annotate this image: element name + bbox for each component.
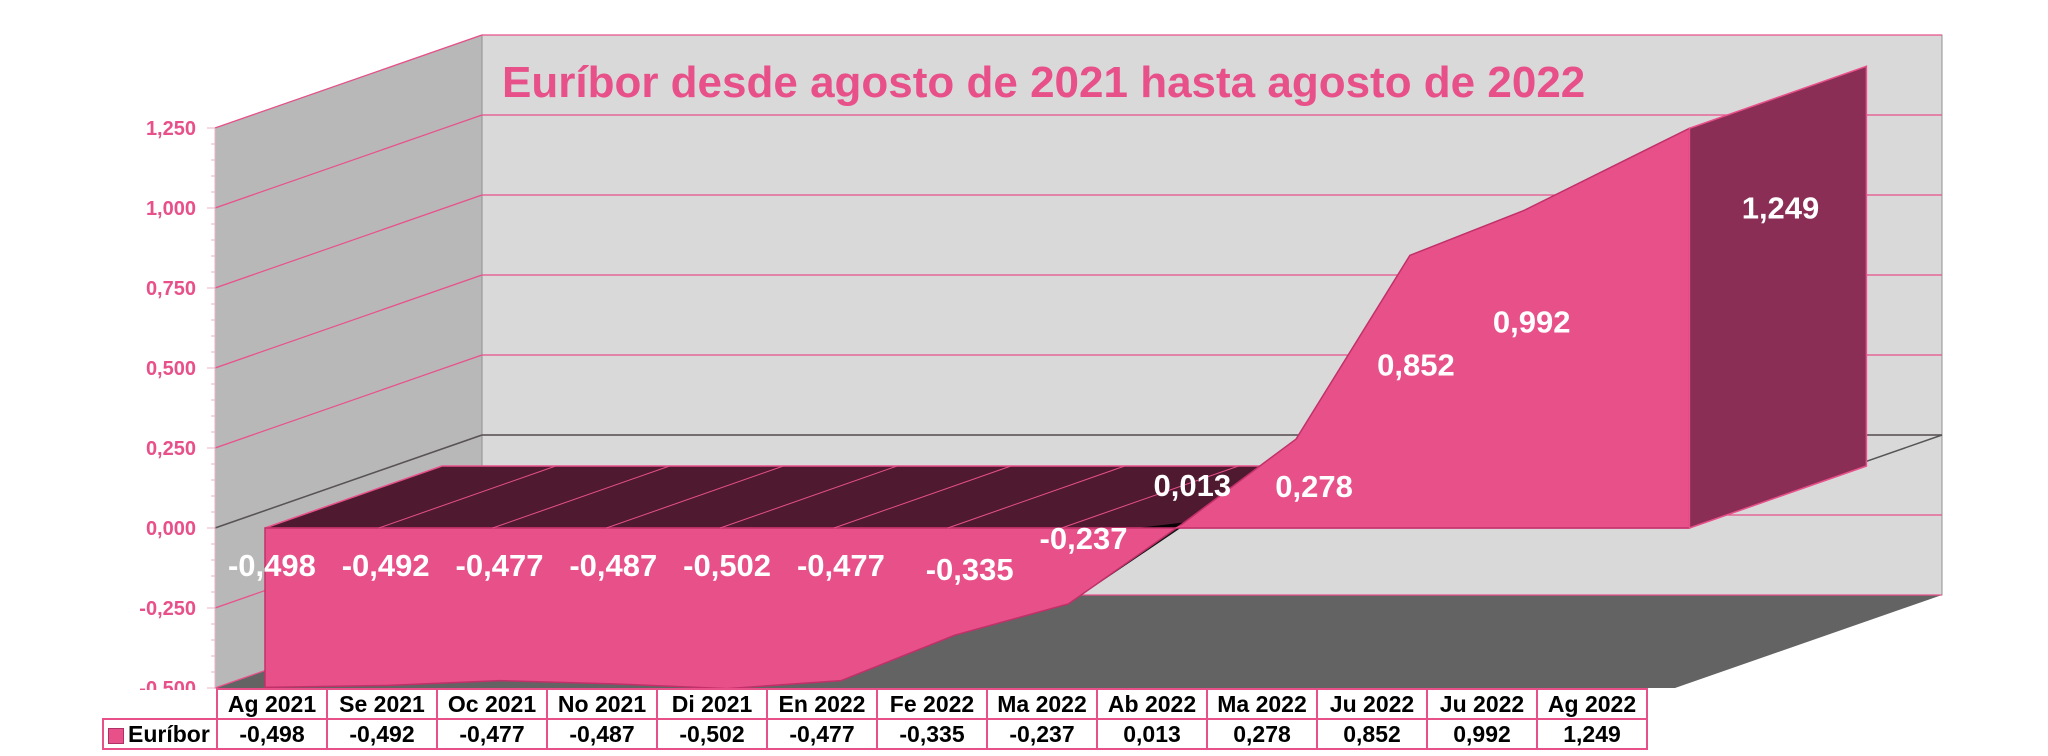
top-ridge-line xyxy=(720,465,898,529)
value-cell: -0,498 xyxy=(216,718,328,750)
y-tick-label: 1,000 xyxy=(146,198,196,220)
y-tick-label: 0,000 xyxy=(146,518,196,540)
y-tick-label: -0,500 xyxy=(139,678,196,690)
data-label: -0,335 xyxy=(926,552,1014,587)
top-ridge-line xyxy=(1061,465,1239,529)
category-cell: Se 2021 xyxy=(326,688,438,720)
data-table: Ag 2021 Se 2021 Oc 2021 No 2021 Di 2021 En 20… xyxy=(102,688,1648,750)
value-cell: -0,492 xyxy=(326,718,438,750)
value-cell: 0,992 xyxy=(1426,718,1538,750)
area-chart-3d: -0,500 -0,250 0,000 0,250 0,500 0,750 1,000 1,2… xyxy=(139,34,1943,690)
gridline-side xyxy=(214,194,483,289)
data-label: -0,492 xyxy=(342,548,430,583)
value-cell: 1,249 xyxy=(1536,718,1648,750)
data-label: -0,477 xyxy=(797,548,885,583)
category-cell: Ag 2021 xyxy=(216,688,328,720)
chart-title: Euríbor desde agosto de 2021 hasta agost… xyxy=(502,58,1585,107)
data-label: -0,498 xyxy=(228,548,316,583)
gridline-side xyxy=(214,274,483,369)
zero-line-side xyxy=(214,434,483,529)
category-cell: Ma 2022 xyxy=(1206,688,1318,720)
top-ridge-line xyxy=(947,465,1125,529)
gridline-side xyxy=(214,114,483,209)
category-cell: No 2021 xyxy=(546,688,658,720)
value-cell: 0,278 xyxy=(1206,718,1318,750)
gridline-side xyxy=(214,34,483,129)
category-cell: Ab 2022 xyxy=(1096,688,1208,720)
table-corner xyxy=(103,689,217,719)
legend-cell: Euríbor xyxy=(102,718,218,750)
category-cell: Ju 2022 xyxy=(1426,688,1538,720)
y-axis: -0,500 -0,250 0,000 0,250 0,500 0,750 1,000 1,2… xyxy=(139,118,216,690)
data-label: -0,502 xyxy=(683,548,771,583)
data-label: -0,487 xyxy=(569,548,657,583)
category-cell: En 2022 xyxy=(766,688,878,720)
top-ridge-line xyxy=(1175,465,1353,529)
series-front-face xyxy=(264,127,1691,690)
category-cell: Fe 2022 xyxy=(876,688,988,720)
series-end-face xyxy=(1688,65,1868,530)
category-cell: Ma 2022 xyxy=(986,688,1098,720)
data-label: 0,852 xyxy=(1377,347,1455,382)
top-ridge-line xyxy=(606,465,784,529)
y-tick-label: 0,750 xyxy=(146,278,196,300)
category-cell: Ag 2022 xyxy=(1536,688,1648,720)
value-row: Euríbor -0,498 -0,492 -0,477 -0,487 -0,502 -0… xyxy=(102,718,1648,750)
category-cell: Ju 2022 xyxy=(1316,688,1428,720)
y-tick-label: -0,250 xyxy=(139,598,196,620)
data-label: 0,013 xyxy=(1154,468,1232,503)
category-row: Ag 2021 Se 2021 Oc 2021 No 2021 Di 2021 En 20… xyxy=(103,688,1648,720)
value-cell: -0,477 xyxy=(436,718,548,750)
legend-label: Euríbor xyxy=(128,721,210,747)
data-label: 0,992 xyxy=(1493,305,1571,340)
value-cell: 0,852 xyxy=(1316,718,1428,750)
series-top-ridges xyxy=(378,465,1353,529)
y-tick-label: 0,250 xyxy=(146,438,196,460)
data-label: -0,237 xyxy=(1040,521,1128,556)
data-labels: -0,498 -0,492 -0,477 -0,487 -0,502 -0,477 -0,3… xyxy=(228,190,1819,587)
data-label: 0,278 xyxy=(1275,469,1353,504)
y-tick-label: 0,500 xyxy=(146,358,196,380)
value-cell: -0,335 xyxy=(876,718,988,750)
value-cell: -0,477 xyxy=(766,718,878,750)
value-cell: -0,487 xyxy=(546,718,658,750)
category-cell: Di 2021 xyxy=(656,688,768,720)
data-label: 1,249 xyxy=(1742,190,1820,225)
legend-swatch xyxy=(108,727,124,744)
data-label: -0,477 xyxy=(456,548,544,583)
top-ridge-line xyxy=(378,465,556,529)
top-ridge-line xyxy=(833,465,1012,529)
top-ridge-line xyxy=(492,465,670,529)
category-cell: Oc 2021 xyxy=(436,688,548,720)
value-cell: 0,013 xyxy=(1096,718,1208,750)
value-cell: -0,237 xyxy=(986,718,1098,750)
gridline-side xyxy=(214,354,483,449)
y-tick-label: 1,250 xyxy=(146,118,196,140)
value-cell: -0,502 xyxy=(656,718,768,750)
